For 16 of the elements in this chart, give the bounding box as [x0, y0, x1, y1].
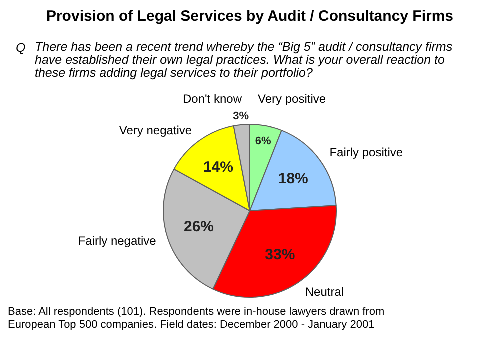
slice-label: Fairly negative	[78, 234, 157, 248]
slice-label: Fairly positive	[330, 145, 404, 160]
text: Base: All respondents (101). Respondents were in-house lawyers drawn from European Top 500 companies. Field dates: December 2000 - January 2001	[8, 306, 386, 332]
data-label: 33%	[265, 246, 296, 264]
data-label: 26%	[184, 218, 214, 236]
data-label: 18%	[278, 170, 308, 188]
slice-label: Neutral	[305, 284, 344, 299]
slice-label: Very positive	[258, 92, 326, 106]
data-label: 3%	[233, 110, 250, 122]
chart-title: Provision of Legal Services by Audit / Consultancy Firms	[45, 8, 455, 25]
slice-label: Don't know	[183, 92, 242, 106]
chart-subtitle: There has been a recent trend whereby the “Big 5” audit / consultancy firms have established their own legal practices. What is your overall reaction to these firms adding legal services to their portfolio?	[35, 40, 454, 80]
text: Q	[16, 41, 26, 55]
data-label: 14%	[203, 158, 234, 176]
data-label: 6%	[255, 135, 272, 148]
slice-label: Very negative	[119, 124, 192, 138]
